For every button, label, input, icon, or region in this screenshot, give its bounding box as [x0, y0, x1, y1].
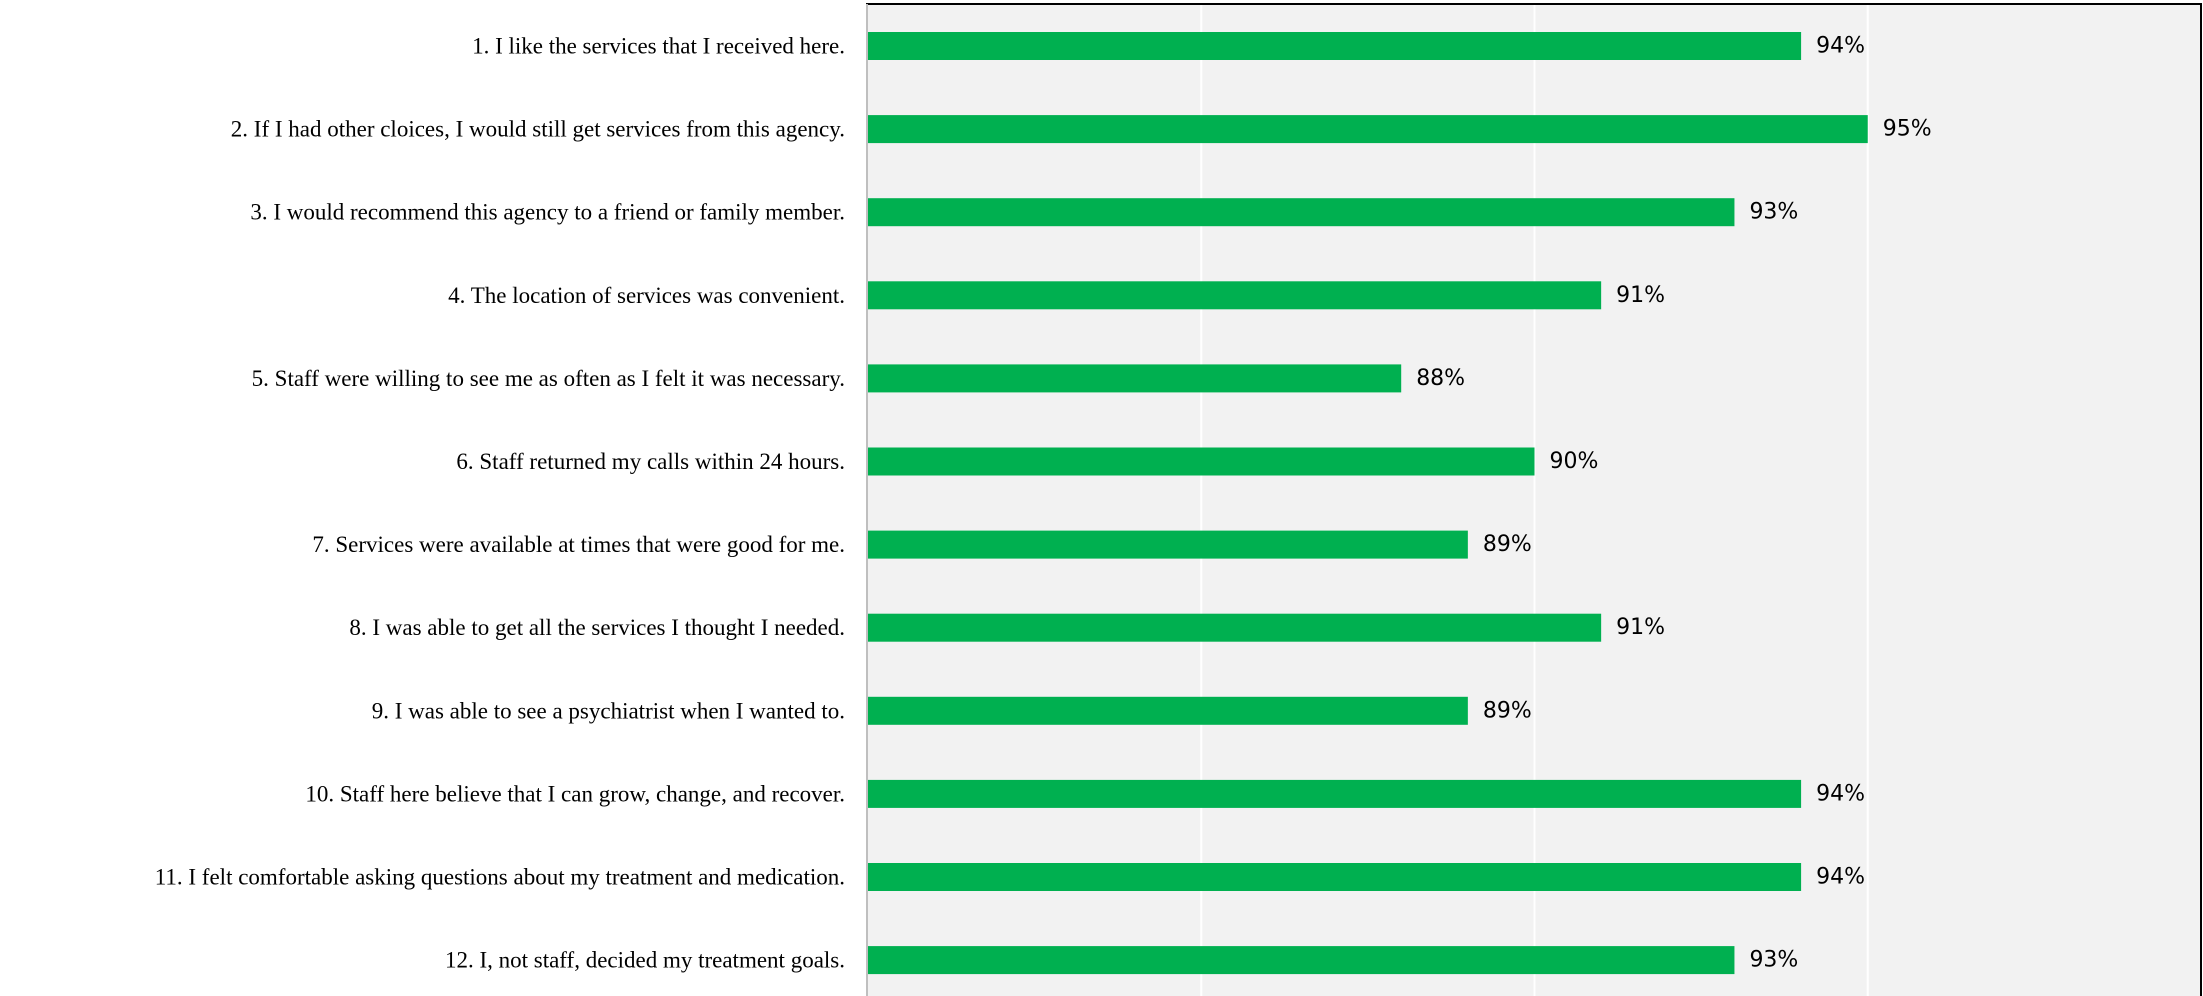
category-label: 11. I felt comfortable asking questions … [155, 865, 845, 890]
data-label: 94% [1816, 865, 1865, 890]
value-labels: 94% 95% 93% 91% 88% 90% 89% 91% 89% 94% 94% 93% [1416, 34, 1931, 973]
category-label: 5. Staff were willing to see me as often… [252, 366, 845, 391]
bar [868, 530, 1468, 559]
data-label: 91% [1616, 283, 1665, 308]
data-label: 94% [1816, 781, 1865, 806]
bar [868, 863, 1802, 891]
bar [868, 696, 1468, 725]
data-label: 93% [1749, 200, 1798, 225]
bar [868, 364, 1402, 393]
category-label: 3. I would recommend this agency to a fr… [250, 200, 845, 225]
data-label: 94% [1816, 34, 1865, 59]
data-label: 89% [1483, 532, 1532, 557]
category-label: 9. I was able to see a psychiatrist when… [372, 698, 845, 723]
data-label: 88% [1416, 366, 1465, 391]
category-labels: 1. I like the services that I received h… [155, 34, 845, 973]
category-label: 8. I was able to get all the services I … [349, 615, 845, 640]
category-label: 1. I like the services that I received h… [472, 34, 845, 59]
bars-group [868, 32, 1868, 975]
data-label: 89% [1483, 698, 1532, 723]
category-label: 2. If I had other cloices, I would still… [231, 117, 845, 142]
data-label: 91% [1616, 615, 1665, 640]
bar [868, 281, 1602, 310]
bar [868, 946, 1735, 975]
data-label: 90% [1550, 449, 1599, 474]
data-label: 95% [1883, 117, 1932, 142]
category-label: 4. The location of services was convenie… [448, 283, 845, 308]
category-label: 6. Staff returned my calls within 24 hou… [456, 449, 845, 474]
bar [868, 613, 1602, 642]
bar [868, 32, 1802, 60]
data-label: 93% [1749, 948, 1798, 973]
category-label: 10. Staff here believe that I can grow, … [305, 781, 845, 806]
bar [868, 115, 1868, 144]
category-label: 7. Services were available at times that… [312, 532, 845, 557]
bar [868, 447, 1535, 476]
bar [868, 779, 1802, 808]
gridlines [1200, 4, 1869, 996]
bar [868, 198, 1735, 227]
category-label: 12. I, not staff, decided my treatment g… [445, 948, 845, 973]
